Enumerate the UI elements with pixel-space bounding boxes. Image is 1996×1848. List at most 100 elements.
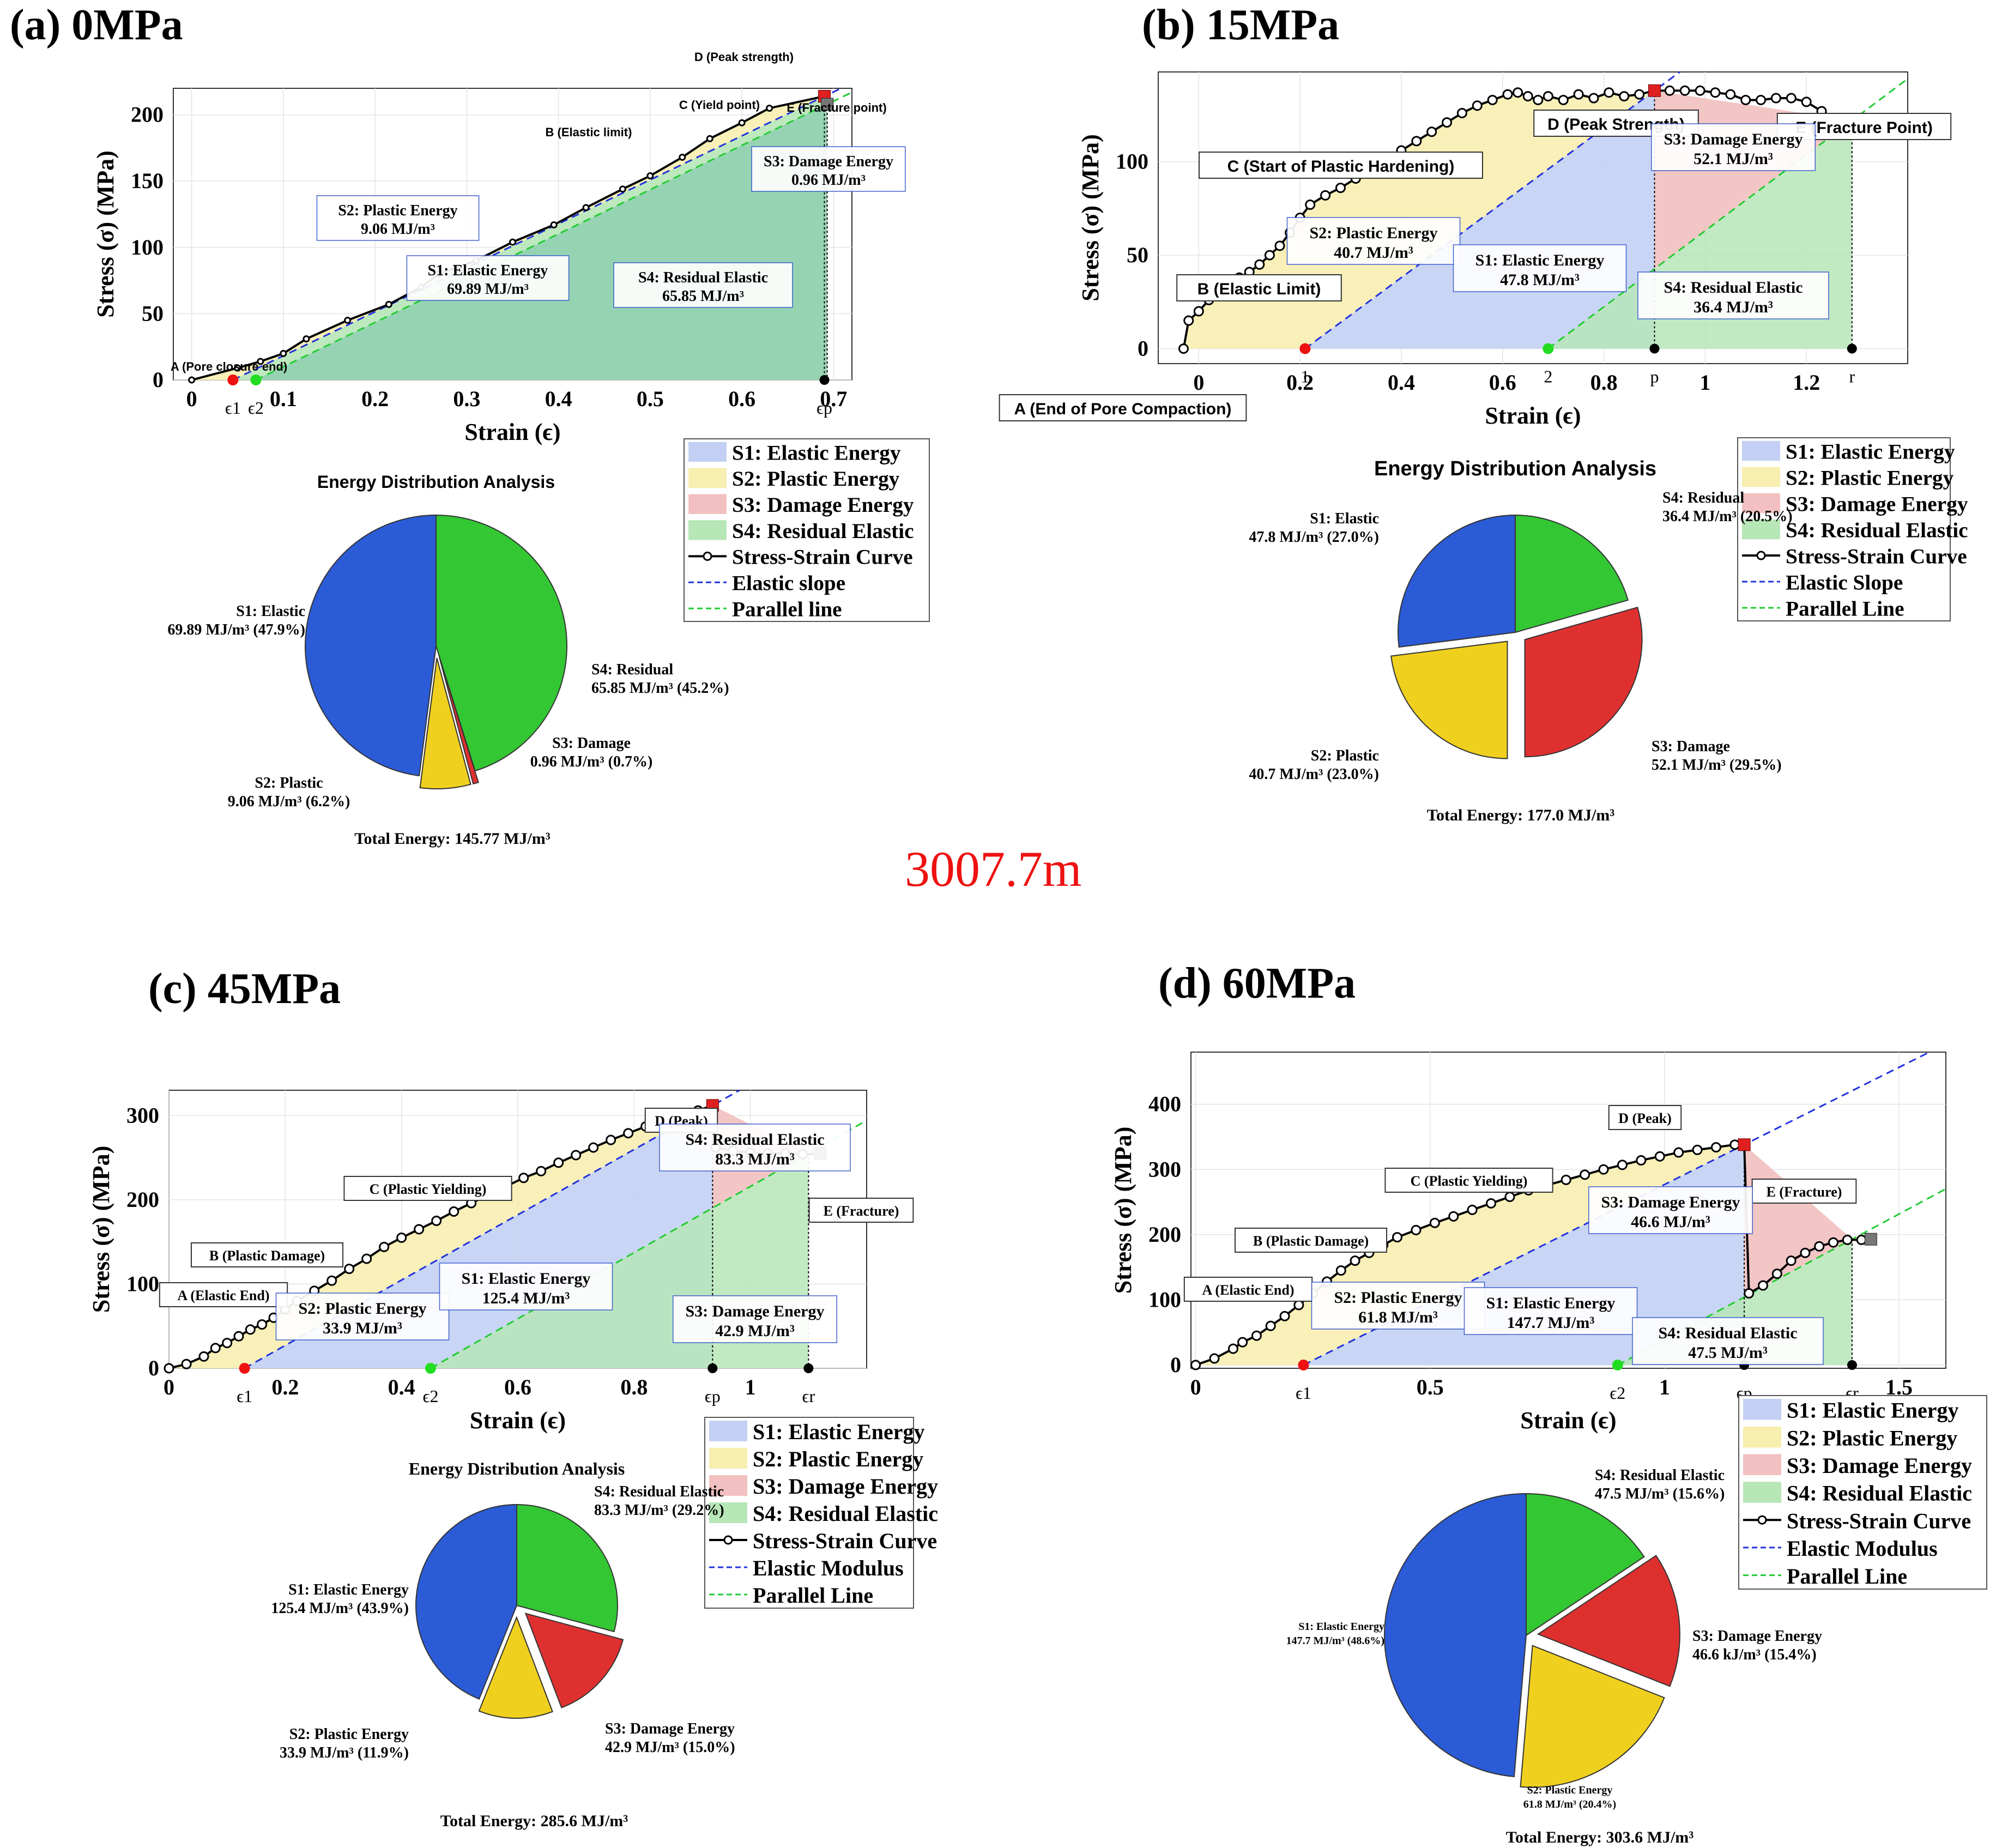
pie-label-name: S1: Elastic Energy: [1298, 1621, 1384, 1633]
curve-point: [1771, 1269, 1782, 1279]
pie-label-value: 125.4 MJ/m³ (43.9%): [271, 1600, 409, 1617]
pie-slice: [1398, 514, 1516, 648]
legend-label: S4: Residual Elastic: [1786, 518, 1968, 542]
curve-point: [1513, 87, 1523, 98]
curve-point: [198, 1351, 209, 1362]
legend-label: Stress-Strain Curve: [1786, 544, 1967, 568]
legend-swatch: [1742, 440, 1780, 461]
region-label-value: 0.96 MJ/m³: [791, 172, 866, 189]
legend-label: S4: Residual Elastic: [753, 1501, 938, 1526]
curve-point: [1573, 89, 1584, 100]
region-label-name: S4: Residual Elastic: [1658, 1324, 1797, 1342]
y-tick-label: 0: [1170, 1352, 1181, 1377]
stress-strain-curve: [191, 95, 825, 381]
curve-point: [1274, 240, 1285, 251]
legend-curve-point: [1757, 1515, 1767, 1525]
epsilon-label: ϵ1: [1296, 1383, 1311, 1403]
y-tick-label: 100: [1116, 149, 1148, 174]
legend-label: Elastic Slope: [1786, 570, 1903, 594]
panel-d-title: (d) 60MPa: [1158, 959, 1356, 1007]
fracture-marker: [821, 98, 834, 111]
region-label-name: S2: Plastic Energy: [1334, 1289, 1462, 1307]
curve-point: [257, 358, 264, 365]
y-axis-label: Stress (σ) (MPa): [1110, 1127, 1136, 1294]
pie-label-name: S1: Elastic: [236, 603, 305, 620]
y-tick-label: 150: [131, 168, 164, 193]
curve-point: [606, 1134, 616, 1145]
epsilon-label: ϵ2: [1610, 1383, 1625, 1403]
y-tick-label: 50: [142, 301, 164, 325]
legend-label: S4: Residual Elastic: [1787, 1481, 1972, 1506]
pie-slice: [415, 1503, 517, 1700]
curve-point: [1350, 1255, 1360, 1266]
pie-label-value: 61.8 MJ/m³ (20.4%): [1523, 1798, 1616, 1810]
region-label-name: S2: Plastic Energy: [338, 202, 457, 219]
pie-slice: [1524, 606, 1643, 758]
annotation-box: [159, 1282, 288, 1307]
epsr-marker: [803, 1363, 814, 1373]
pie-label-name: S1: Elastic: [1310, 510, 1379, 527]
legend-label: Parallel Line: [1787, 1564, 1907, 1589]
pie-label-name: S3: Damage: [1652, 738, 1730, 755]
point-annotation: C (Plastic Yielding): [1411, 1173, 1528, 1189]
curve-point: [396, 1232, 407, 1243]
curve-point: [1800, 1247, 1811, 1258]
eps1-marker: [239, 1363, 250, 1374]
x-tick-label: 1: [1699, 370, 1710, 395]
legend-label: Parallel Line: [1786, 596, 1904, 620]
legend-label: Elastic slope: [732, 572, 845, 595]
legend-label: Elastic Modulus: [753, 1556, 904, 1580]
region-label-box: [1286, 217, 1461, 265]
curve-point: [385, 300, 392, 308]
y-tick-label: 300: [1148, 1157, 1181, 1181]
pie-slice: [478, 1616, 554, 1719]
curve-point: [257, 1319, 268, 1330]
legend-label: S2: Plastic Energy: [732, 467, 900, 491]
point-annotation: A (Elastic End): [1202, 1282, 1294, 1298]
pie-total: Total Energy: 177.0 MJ/m³: [1427, 806, 1615, 824]
stress-strain-curve: [1182, 89, 1858, 349]
eps2-marker: [425, 1363, 436, 1374]
legend-label: S2: Plastic Energy: [753, 1447, 923, 1471]
curve-point: [181, 1358, 192, 1369]
region-label-value: 147.7 MJ/m³: [1507, 1314, 1595, 1332]
pie-label-value: 0.96 MJ/m³ (0.7%): [530, 753, 653, 770]
annotation-box: [1608, 1105, 1682, 1130]
eps2-marker: [250, 375, 262, 385]
curve-point: [449, 1206, 459, 1217]
region-label-name: S2: Plastic Energy: [1310, 224, 1438, 242]
x-tick-label: 0.7: [820, 386, 847, 411]
region-label-value: 9.06 MJ/m³: [361, 221, 435, 238]
annotation-box: [808, 1198, 914, 1223]
curve-point: [1486, 1198, 1497, 1209]
epsilon-label: p: [1650, 367, 1659, 386]
annotation-box: [1176, 274, 1342, 301]
curve-point: [1856, 1234, 1867, 1245]
panel-c: 0 0.2 0.4 0.6 0.8 1 0 100 200 300 ϵ1 ϵ2 ϵp ϵr Strain (…: [88, 1089, 938, 1830]
epsilon-label: 1: [1301, 367, 1309, 386]
legend-curve-point: [723, 1535, 733, 1545]
x-axis-label: Strain (ϵ): [470, 1407, 566, 1434]
curve-point: [1828, 1237, 1839, 1248]
annotation-box: [190, 1242, 344, 1267]
curve-point: [1237, 1337, 1248, 1348]
legend-swatch: [688, 468, 727, 488]
curve-point: [1710, 87, 1721, 98]
region-label-name: S1: Elastic Energy: [1486, 1294, 1616, 1312]
pie-label-value: 69.89 MJ/m³ (47.9%): [167, 621, 305, 638]
region-label-box: [751, 146, 906, 192]
eps2-marker: [1612, 1360, 1623, 1371]
legend-label: Stress-Strain Curve: [1787, 1508, 1971, 1533]
curve-point: [1265, 1320, 1276, 1331]
residual-energy-region: [256, 104, 827, 380]
x-tick-label: 0.5: [637, 386, 664, 411]
pie-label-name: S2: Plastic: [1311, 747, 1379, 764]
curve-point: [245, 1324, 256, 1335]
curve-point: [1679, 85, 1690, 96]
region-label-value: 36.4 MJ/m³: [1693, 298, 1773, 316]
x-tick-label: 0.6: [728, 386, 755, 411]
pie-title: Energy Distribution Analysis: [317, 472, 555, 492]
pie-label-name: S1: Elastic Energy: [288, 1581, 409, 1598]
region-label-name: S1: Elastic Energy: [462, 1270, 591, 1288]
curve-point: [280, 349, 287, 357]
